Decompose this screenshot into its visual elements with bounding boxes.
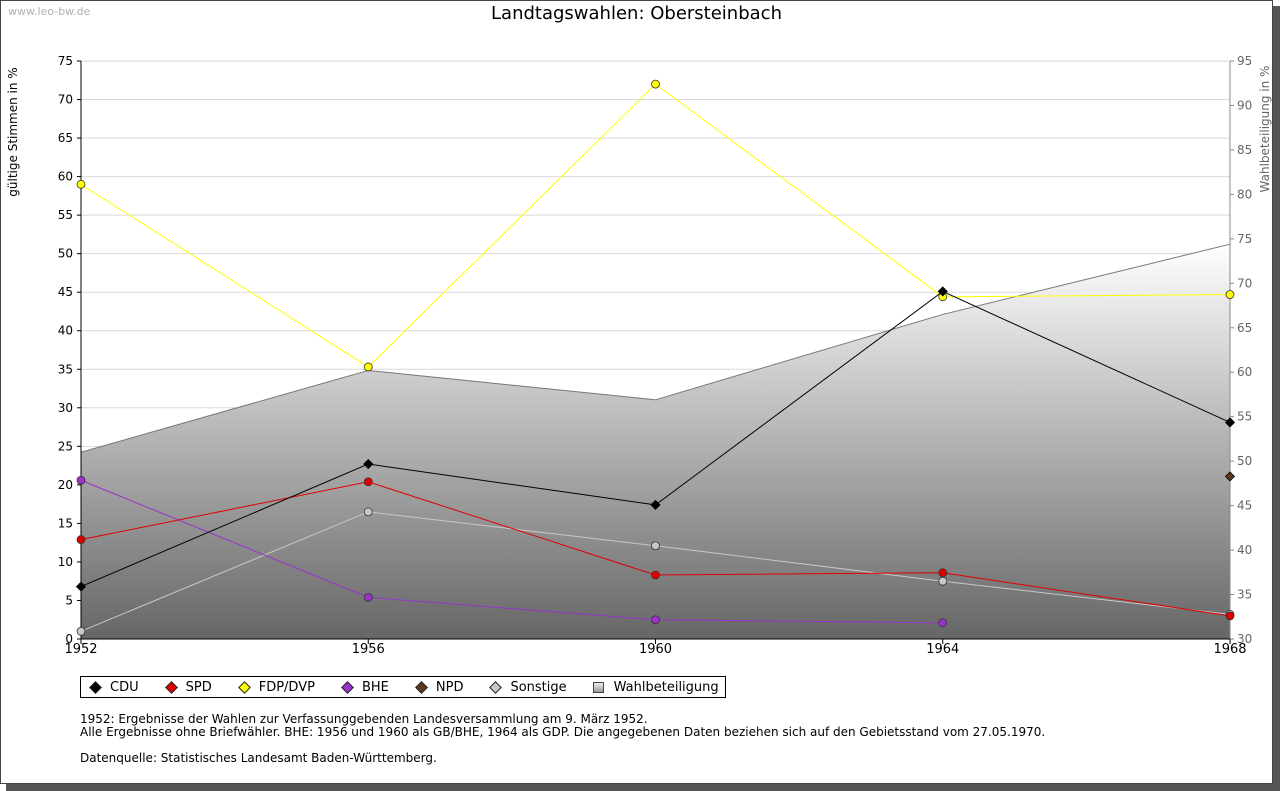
- legend: CDU SPD FDP/DVP BHE NPD Sonstige Wahlbeteiligu…: [80, 676, 726, 698]
- chart-title: Landtagswahlen: Obersteinbach: [491, 3, 782, 24]
- y-tick-label-right: 95: [1237, 54, 1252, 68]
- y-tick-label-left: 25: [58, 439, 73, 453]
- data-point-sonstige: [76, 626, 86, 636]
- data-point-cdu: [937, 286, 948, 297]
- y-tick-label-left: 40: [58, 324, 73, 338]
- legend-item-sonstige: Sonstige: [485, 679, 567, 695]
- legend-item-npd: NPD: [411, 679, 464, 695]
- data-point-sonstige: [363, 507, 373, 517]
- legend-item-wahlbeteiligung: Wahlbeteiligung: [589, 680, 719, 695]
- data-point-npd: [1224, 471, 1236, 482]
- y-axis-label-left: gültige Stimmen in %: [6, 67, 20, 197]
- legend-item-fdp-dvp: FDP/DVP: [234, 680, 315, 695]
- y-tick-label-left: 0: [65, 632, 73, 646]
- y-tick-label-right: 30: [1237, 632, 1252, 646]
- x-tick-label: 1952: [64, 642, 97, 657]
- data-point-fdp-dvp: [1225, 290, 1235, 299]
- legend-label: CDU: [110, 679, 139, 695]
- data-point-bhe: [651, 615, 660, 625]
- turnout-line: [80, 243, 1231, 453]
- y-axis-label-right: Wahlbeteiligung in %: [1258, 65, 1272, 193]
- y-tick-label-right: 75: [1237, 232, 1252, 246]
- x-tick-label: 1956: [352, 642, 385, 657]
- y-tick-label-left: 50: [58, 247, 73, 261]
- data-point-cdu: [650, 499, 661, 510]
- legend-diamond-icon: [341, 680, 354, 694]
- legend-label: NPD: [435, 679, 464, 695]
- legend-label: BHE: [361, 679, 389, 695]
- y-tick-label-right: 90: [1237, 98, 1252, 112]
- legend-square-icon: [592, 681, 604, 693]
- x-tick-label: 1968: [1213, 642, 1246, 657]
- y-tick-label-right: 70: [1237, 276, 1252, 290]
- y-tick-label-left: 60: [58, 170, 73, 184]
- legend-label: Sonstige: [510, 679, 567, 695]
- legend-label: Wahlbeteiligung: [613, 679, 719, 695]
- data-point-cdu: [75, 581, 87, 592]
- legend-diamond-icon: [489, 680, 503, 694]
- data-point-spd: [1225, 611, 1235, 621]
- data-point-cdu: [363, 458, 374, 470]
- data-point-fdp-dvp: [363, 362, 373, 372]
- legend-item-cdu: CDU: [85, 680, 139, 695]
- y-tick-label-right: 35: [1237, 588, 1252, 602]
- data-point-bhe: [76, 475, 86, 485]
- y-tick-label-right: 60: [1237, 365, 1252, 379]
- frame-shadow-right: [1273, 6, 1280, 791]
- legend-item-bhe: BHE: [337, 680, 389, 695]
- legend-label: SPD: [185, 679, 212, 695]
- legend-diamond-icon: [164, 680, 178, 694]
- data-point-fdp-dvp: [76, 179, 86, 189]
- series-line-bhe: [80, 479, 943, 624]
- legend-diamond-icon: [415, 680, 428, 694]
- data-point-sonstige: [651, 541, 660, 551]
- frame-shadow-bottom: [6, 784, 1280, 791]
- legend-item-spd: SPD: [161, 680, 212, 695]
- data-source: Datenquelle: Statistisches Landesamt Bad…: [80, 751, 437, 765]
- y-tick-label-left: 30: [58, 401, 73, 415]
- data-point-fdp-dvp: [651, 79, 660, 89]
- y-tick-label-right: 65: [1237, 321, 1252, 335]
- data-point-spd: [363, 477, 373, 487]
- y-tick-label-right: 55: [1237, 410, 1252, 424]
- data-point-spd: [938, 568, 948, 578]
- y-tick-label-right: 45: [1237, 499, 1252, 513]
- y-tick-label-right: 80: [1237, 187, 1252, 201]
- y-tick-label-left: 45: [58, 285, 73, 299]
- y-tick-label-left: 75: [58, 54, 73, 68]
- y-tick-label-left: 65: [58, 131, 73, 145]
- data-point-cdu: [1224, 417, 1236, 428]
- x-tick-label: 1960: [639, 642, 672, 657]
- notes: 1952: Ergebnisse der Wahlen zur Verfassu…: [80, 713, 1045, 765]
- y-tick-label-left: 55: [58, 208, 73, 222]
- y-tick-label-left: 35: [58, 362, 73, 376]
- y-tick-label-right: 85: [1237, 143, 1252, 157]
- legend-diamond-icon: [237, 680, 251, 694]
- data-point-bhe: [938, 618, 948, 628]
- note-line-2: Alle Ergebnisse ohne Briefwähler. BHE: 1…: [80, 725, 1046, 739]
- y-tick-label-left: 5: [65, 593, 73, 607]
- note-line-1: 1952: Ergebnisse der Wahlen zur Verfassu…: [80, 712, 648, 726]
- watermark: www.leo-bw.de: [8, 5, 91, 18]
- y-tick-label-left: 10: [58, 555, 73, 569]
- x-tick-label: 1964: [926, 642, 959, 657]
- y-tick-label-left: 20: [58, 478, 73, 492]
- data-point-bhe: [363, 592, 373, 602]
- legend-diamond-icon: [89, 680, 102, 694]
- data-point-spd: [651, 570, 660, 580]
- y-tick-label-right: 50: [1237, 454, 1252, 468]
- legend-label: FDP/DVP: [258, 679, 315, 695]
- data-point-spd: [76, 535, 86, 544]
- data-point-sonstige: [938, 576, 948, 586]
- y-tick-label-left: 70: [58, 93, 73, 107]
- turnout-area: [81, 244, 1230, 640]
- y-tick-label-left: 15: [58, 516, 73, 530]
- y-tick-label-right: 40: [1237, 543, 1252, 557]
